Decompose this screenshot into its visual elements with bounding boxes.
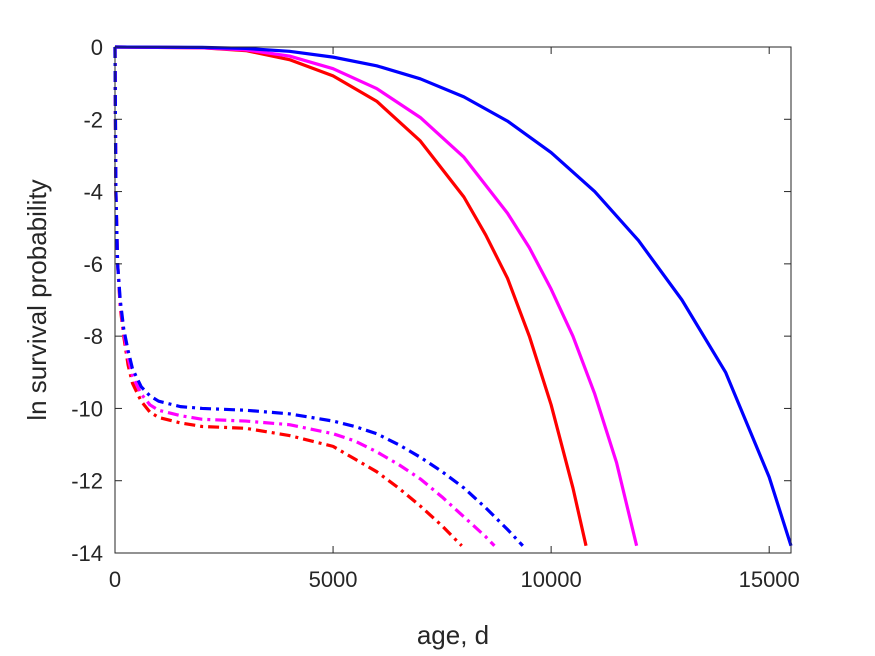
- series-line-3: [114, 45, 793, 547]
- y-tick-label: 0: [91, 35, 103, 60]
- y-tick-label: -8: [83, 324, 103, 349]
- y-tick-label: -2: [83, 107, 103, 132]
- x-tick-label: 0: [109, 567, 121, 592]
- y-tick-label: -6: [83, 252, 103, 277]
- y-axis-label: ln survival probability: [22, 179, 52, 420]
- series-line-5: [113, 46, 496, 547]
- plot-frame: [114, 46, 792, 554]
- plot-background: [115, 47, 791, 553]
- x-tick-label: 10000: [521, 567, 582, 592]
- y-tick-label: -12: [71, 469, 103, 494]
- tick-layer: 0 5000 10000 15000 0 -2 -4 -6 -8 -10 -12 -14: [71, 35, 800, 592]
- series-line-6: [113, 46, 524, 547]
- y-tick-label: -4: [83, 180, 103, 205]
- x-axis-label: age, d: [417, 620, 489, 650]
- y-tick-label: -10: [71, 396, 103, 421]
- x-tick-label: 5000: [309, 567, 358, 592]
- y-tick-label: -14: [71, 541, 103, 566]
- series-line-2: [114, 45, 639, 547]
- x-tick-label: 15000: [739, 567, 800, 592]
- series-layer: [113, 45, 793, 547]
